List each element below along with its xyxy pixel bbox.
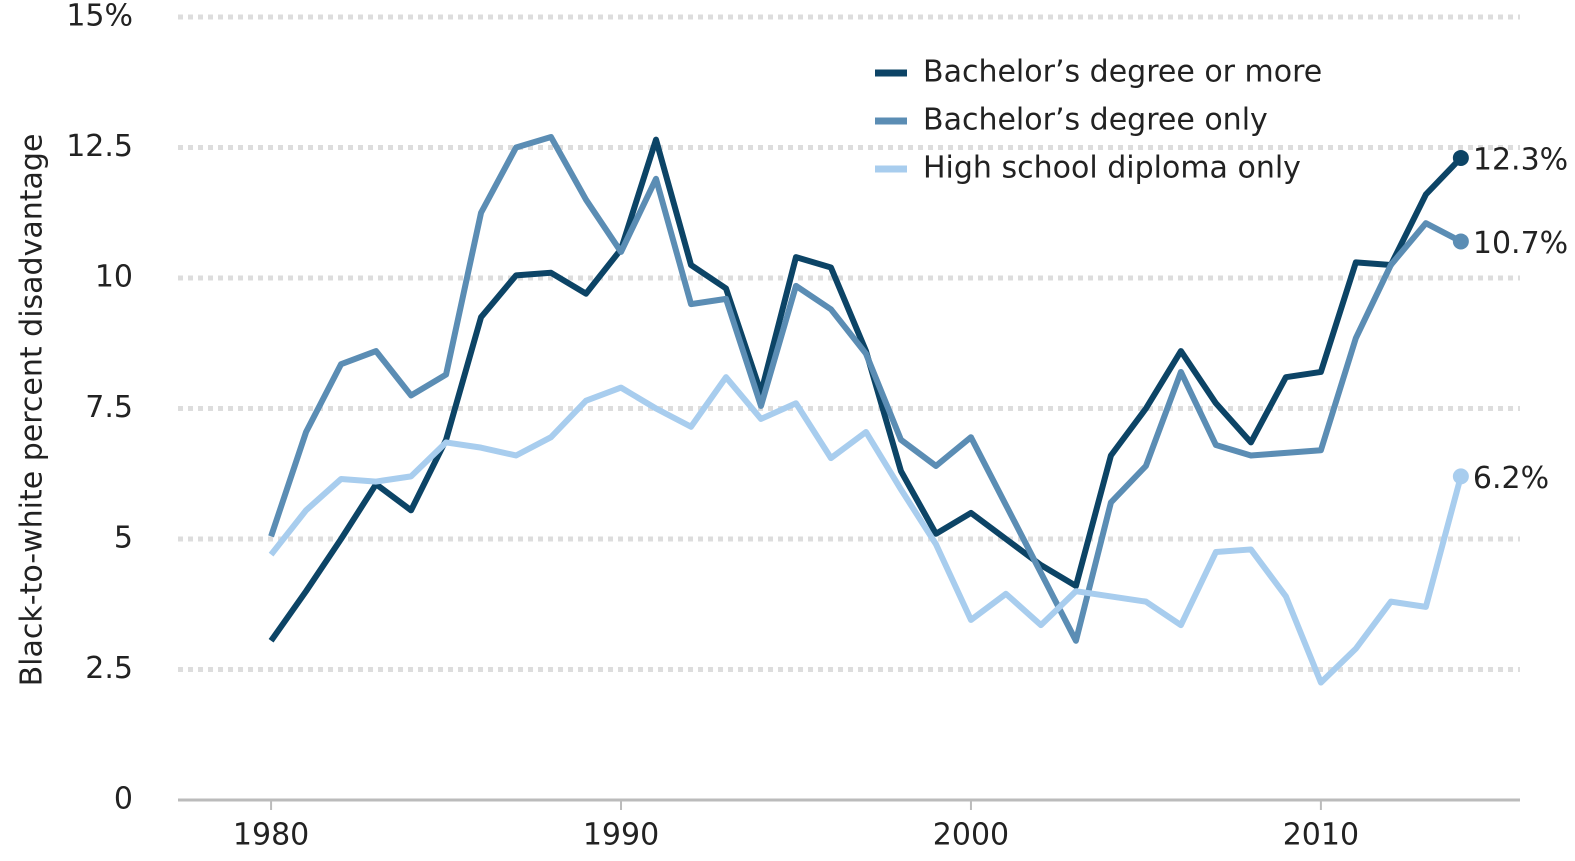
legend-label: High school diploma only xyxy=(923,151,1301,186)
end-point xyxy=(1452,233,1469,250)
y-tick-label: 12.5 xyxy=(66,129,133,164)
series-line xyxy=(268,136,1464,643)
y-tick-label: 0 xyxy=(114,782,133,817)
x-tick-label: 2010 xyxy=(1283,818,1359,853)
x-tick-label: 1980 xyxy=(233,818,309,853)
x-tick-label: 1990 xyxy=(583,818,659,853)
y-tick-label: 2.5 xyxy=(85,651,133,686)
value-label: 12.3% xyxy=(1473,142,1568,177)
legend-label: Bachelor’s degree only xyxy=(923,103,1268,138)
y-tick-label: 5 xyxy=(114,521,133,556)
y-tick-label: 10 xyxy=(95,260,133,295)
end-point xyxy=(1452,468,1469,485)
end-point xyxy=(1452,149,1469,166)
series-line xyxy=(268,374,1464,686)
series-line xyxy=(268,134,1463,644)
legend-label: Bachelor’s degree or more xyxy=(923,55,1322,90)
y-tick-label: 7.5 xyxy=(85,390,133,425)
x-tick-label: 2000 xyxy=(933,818,1009,853)
y-axis-label: Black-to-white percent disadvantage xyxy=(15,134,50,687)
value-label: 10.7% xyxy=(1473,226,1568,261)
y-tick-label: 15% xyxy=(66,0,133,34)
value-label: 6.2% xyxy=(1473,461,1549,496)
